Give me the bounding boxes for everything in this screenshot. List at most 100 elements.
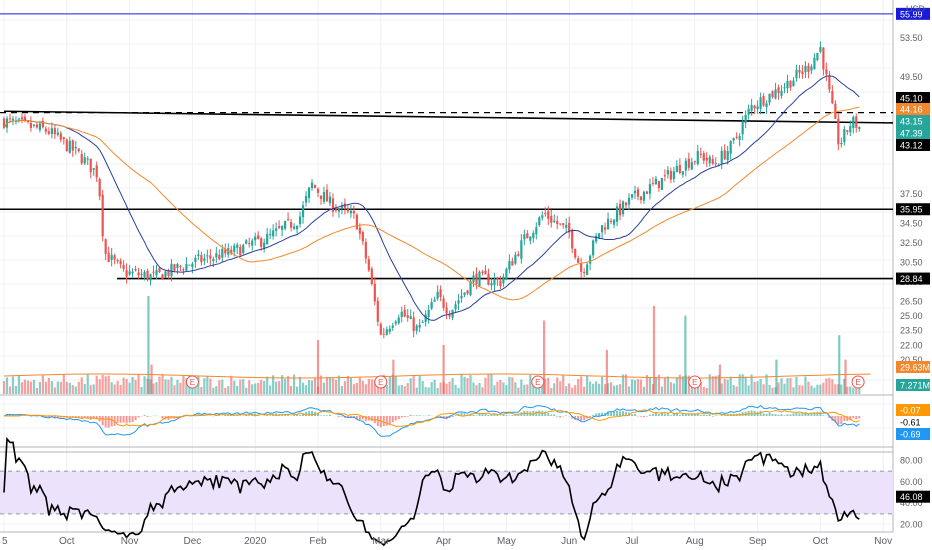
ma-line [3, 75, 860, 321]
time-axis[interactable]: 5 Oct Nov Dec 2020 Feb Mar Apr May Jun Jul Aug Sep Oc… [2, 536, 932, 547]
rsi-tick-label: 60.00 [900, 477, 923, 487]
ma-line [3, 106, 860, 301]
candle-body [493, 278, 496, 286]
candle-body [678, 164, 681, 174]
candle-body [301, 205, 305, 218]
candle-body [517, 253, 520, 256]
macd-histogram-bar [119, 416, 122, 423]
volume-bar [831, 379, 834, 394]
candle-body [391, 325, 394, 328]
time-tick-label: Apr [436, 536, 452, 547]
macd-histogram-bar [777, 414, 780, 416]
volume-bar [8, 386, 12, 394]
candle-body [702, 153, 705, 161]
candle-body [322, 192, 326, 202]
candle-body [361, 231, 364, 242]
macd-histogram-bar [654, 411, 657, 416]
candle-body [586, 264, 589, 275]
volume-bar [762, 384, 765, 394]
macd-histogram-bar [68, 416, 71, 417]
candle-body [218, 254, 221, 260]
volume-bar [80, 377, 83, 394]
candle-body [499, 280, 502, 286]
candle-body [633, 190, 637, 194]
candle-body [415, 325, 418, 331]
candle-body [592, 240, 595, 256]
time-tick-label: Sep [749, 536, 767, 547]
candle-body [26, 121, 30, 123]
macd-histogram-bar [834, 416, 837, 423]
volume-spike [605, 349, 608, 394]
price-axis[interactable]: 53.50 49.50 45.10 43.15 37.50 34.50 32.50 30.50… [896, 7, 930, 530]
earnings-marker-letter: E [190, 378, 195, 387]
candle-body [834, 103, 837, 119]
candle-body [490, 283, 493, 286]
candle-body [212, 258, 215, 262]
volume-bar [816, 384, 819, 394]
candle-body [340, 205, 344, 209]
volume-bar [56, 381, 59, 394]
time-tick-label: Mar [372, 536, 390, 547]
candle-body [394, 321, 397, 324]
volume-bar [29, 381, 33, 394]
macd-histogram-bar [852, 416, 855, 419]
macd-histogram-bar [771, 413, 774, 416]
candle-body [146, 270, 149, 280]
volume-bar [804, 376, 807, 394]
candle-body [508, 261, 511, 270]
candle-body [693, 161, 696, 163]
macd-histogram-bar [663, 413, 666, 416]
candle-body [313, 184, 317, 188]
candle-body [663, 175, 666, 177]
candle-body [469, 280, 472, 296]
macd-histogram-bar [427, 415, 430, 416]
candle-body [759, 97, 762, 109]
candle-body [200, 255, 203, 263]
volume-bar [463, 376, 466, 394]
candle-body [780, 90, 783, 96]
macd-histogram-bar [690, 414, 693, 416]
candle-body [762, 95, 765, 106]
candle-body [738, 136, 741, 140]
candle-body [266, 233, 269, 245]
volume-bar [310, 380, 314, 394]
volume-bar [203, 378, 206, 394]
volume-bar [65, 381, 68, 394]
volume-spike [392, 359, 395, 394]
volume-bar [263, 380, 266, 394]
candle-body [705, 157, 708, 161]
macd-histogram-bar [583, 416, 586, 421]
candle-body [472, 275, 475, 282]
volume-bar [472, 382, 475, 394]
macd-histogram-bar [322, 415, 325, 416]
candle-body [843, 128, 846, 143]
candle-body [606, 218, 610, 230]
candle-body [484, 270, 487, 275]
candle-body [53, 128, 56, 135]
volume-bar [493, 385, 496, 394]
macd-histogram-bar [589, 416, 592, 417]
macd-histogram-bar [502, 414, 505, 416]
candle-body [400, 311, 403, 317]
volume-spike [442, 345, 445, 394]
candle-body [164, 271, 167, 278]
volume-bar [352, 384, 355, 394]
volume-bar [592, 383, 595, 394]
macd-histogram-bar [110, 416, 113, 427]
volume-bar [645, 375, 649, 394]
volume-bar [71, 385, 74, 394]
time-tick-label: Jul [626, 536, 639, 547]
volume-bar [595, 381, 598, 394]
volume-bar [212, 387, 215, 394]
volume-bar [224, 387, 227, 394]
macd-histogram-bar [361, 416, 364, 420]
candle-body [373, 283, 376, 302]
macd-histogram-bar [843, 416, 846, 422]
candle-body [125, 270, 128, 277]
candle-body [41, 120, 44, 128]
volume-bar [215, 386, 218, 394]
candle-body [436, 291, 439, 299]
volume-bar [206, 376, 209, 394]
candle-body [95, 165, 98, 178]
